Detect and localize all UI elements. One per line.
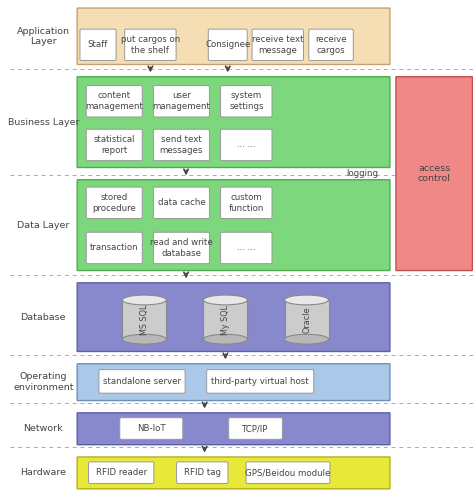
Text: Database: Database [20,312,66,322]
FancyBboxPatch shape [77,364,390,400]
Text: RFID reader: RFID reader [96,468,147,477]
Text: Business Layer: Business Layer [8,118,79,126]
Text: ... ...: ... ... [237,140,255,150]
Text: Oracle: Oracle [302,307,311,333]
Ellipse shape [284,295,328,305]
Text: Data Layer: Data Layer [17,220,70,230]
FancyBboxPatch shape [154,129,210,160]
FancyBboxPatch shape [89,462,154,484]
Text: MS SQL: MS SQL [140,305,149,335]
Text: Application
Layer: Application Layer [17,27,70,46]
Text: RFID tag: RFID tag [184,468,221,477]
Text: ... ...: ... ... [237,244,255,252]
FancyBboxPatch shape [220,86,272,117]
Text: send text
messages: send text messages [160,135,203,155]
Text: Consignee: Consignee [205,40,250,49]
FancyBboxPatch shape [208,29,247,61]
FancyBboxPatch shape [77,180,390,271]
FancyBboxPatch shape [154,187,210,218]
Text: receive text
message: receive text message [252,35,303,55]
Text: read and write
database: read and write database [150,238,213,258]
Ellipse shape [203,295,247,305]
FancyBboxPatch shape [220,187,272,218]
Ellipse shape [122,334,166,344]
FancyBboxPatch shape [77,77,390,167]
Bar [122,300,166,339]
Text: third-party virtual host: third-party virtual host [211,377,309,386]
Text: My SQL: My SQL [221,305,230,335]
FancyBboxPatch shape [86,232,142,264]
Text: user
management: user management [153,91,210,111]
FancyBboxPatch shape [80,29,116,61]
Text: content
management: content management [85,91,143,111]
FancyBboxPatch shape [77,283,390,351]
FancyBboxPatch shape [77,413,390,445]
Text: system
settings: system settings [229,91,264,111]
FancyBboxPatch shape [154,232,210,264]
Bar [284,300,328,339]
Text: NB-IoT: NB-IoT [137,424,165,433]
Text: statistical
report: statistical report [93,135,135,155]
Text: Staff: Staff [88,40,108,49]
Text: access
control: access control [418,164,451,184]
FancyBboxPatch shape [125,29,176,61]
FancyBboxPatch shape [86,86,142,117]
FancyBboxPatch shape [86,129,142,160]
FancyBboxPatch shape [77,8,390,64]
Text: stored
procedure: stored procedure [92,193,136,213]
FancyBboxPatch shape [99,369,185,393]
Text: TCP/IP: TCP/IP [242,424,269,433]
Text: Hardware: Hardware [20,468,66,477]
Text: receive
cargos: receive cargos [315,35,347,55]
FancyBboxPatch shape [77,457,390,489]
FancyBboxPatch shape [176,462,228,484]
Text: Operating
environment: Operating environment [13,372,73,392]
Bar [203,300,247,339]
FancyBboxPatch shape [228,418,283,439]
FancyBboxPatch shape [220,232,272,264]
FancyBboxPatch shape [396,77,473,271]
Text: custom
function: custom function [228,193,264,213]
Ellipse shape [122,295,166,305]
FancyBboxPatch shape [120,418,183,439]
Text: put cargos on
the shelf: put cargos on the shelf [121,35,180,55]
Text: Network: Network [24,424,63,433]
Text: transaction: transaction [90,244,138,252]
FancyBboxPatch shape [207,369,314,393]
FancyBboxPatch shape [220,129,272,160]
Ellipse shape [284,334,328,344]
FancyBboxPatch shape [154,86,210,117]
Ellipse shape [203,334,247,344]
FancyBboxPatch shape [86,187,142,218]
Text: GPS/Beidou module: GPS/Beidou module [245,468,331,477]
FancyBboxPatch shape [252,29,303,61]
FancyBboxPatch shape [309,29,353,61]
Text: standalone server: standalone server [103,377,181,386]
FancyBboxPatch shape [246,462,330,484]
Text: data cache: data cache [157,198,205,207]
Text: logging: logging [346,169,378,178]
